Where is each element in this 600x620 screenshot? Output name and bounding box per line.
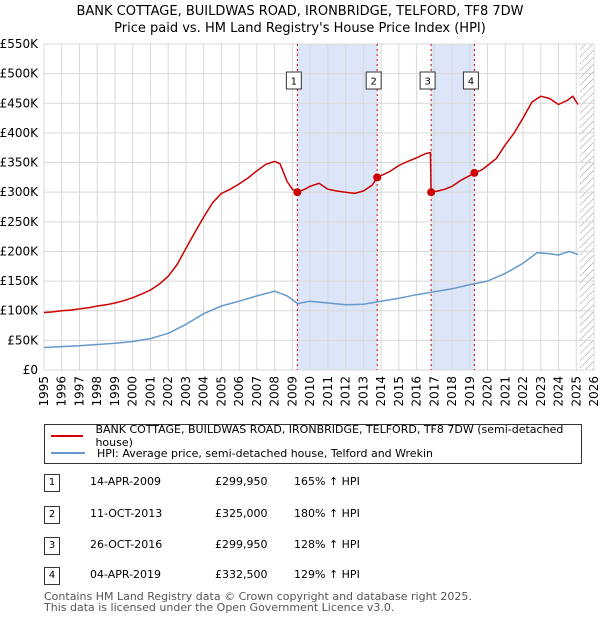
sale-point — [427, 188, 436, 197]
legend-swatch-hpi — [51, 452, 85, 454]
transaction-badge: 2 — [44, 506, 60, 524]
x-tick-label: 2007 — [250, 376, 264, 407]
x-tick-label: 2010 — [303, 376, 317, 407]
y-tick-label: £300K — [0, 185, 39, 199]
transaction-date: 04-APR-2019 — [90, 568, 162, 581]
y-tick-label: £200K — [0, 244, 39, 258]
x-tick-label: 2008 — [268, 376, 282, 407]
x-tick-label: 2018 — [445, 376, 459, 407]
x-tick-label: 2016 — [410, 376, 424, 407]
shaded-range — [431, 44, 475, 370]
marker-badge — [462, 71, 479, 90]
footer-line-licence: This data is licensed under the Open Gov… — [44, 601, 395, 614]
x-tick-label: 2017 — [427, 376, 441, 407]
y-tick-label: £250K — [0, 215, 39, 229]
y-tick-label: £50K — [7, 333, 39, 347]
y-tick-label: £400K — [0, 126, 39, 140]
sale-point — [373, 173, 382, 182]
marker-badge-label: 3 — [424, 77, 430, 88]
transaction-badge: 3 — [44, 537, 60, 555]
y-tick-label: £350K — [0, 156, 39, 170]
x-tick-label: 1998 — [90, 376, 104, 407]
transaction-price: £332,500 — [215, 568, 268, 581]
transaction-price: £299,950 — [215, 475, 268, 488]
y-tick-label: £150K — [0, 274, 39, 288]
price-chart: £0 £50K £100K £150K £200K £250K £300K £350K £400… — [0, 37, 600, 407]
chart-legend: BANK COTTAGE, BUILDWAS ROAD, IRONBRIDGE,… — [44, 423, 582, 464]
transaction-date: 11-OCT-2013 — [90, 507, 163, 520]
y-tick-label: £450K — [0, 96, 39, 110]
marker-badge — [419, 71, 436, 90]
y-tick-label: £100K — [0, 304, 39, 318]
series-line-property — [43, 95, 579, 314]
marker-badge-label: 1 — [291, 77, 297, 88]
x-tick-label: 1999 — [108, 376, 122, 407]
x-tick-label: 2006 — [232, 376, 246, 407]
chart-subtitle: Price paid vs. HM Land Registry's House … — [114, 21, 486, 36]
x-tick-label: 2025 — [569, 376, 583, 407]
forecast-hatch — [579, 44, 594, 370]
transaction-hpi: 128% ↑ HPI — [294, 538, 360, 551]
marker-badge — [365, 71, 382, 90]
y-tick-label: £550K — [0, 37, 39, 51]
sale-point — [470, 168, 479, 177]
marker-badge-label: 4 — [468, 77, 474, 88]
transaction-price: £299,950 — [215, 538, 268, 551]
x-tick-label: 2005 — [214, 376, 228, 407]
transaction-hpi: 180% ↑ HPI — [294, 507, 360, 520]
legend-item-property: BANK COTTAGE, BUILDWAS ROAD, IRONBRIDGE,… — [51, 423, 581, 449]
marker-badge — [285, 71, 302, 90]
x-tick-label: 2004 — [197, 376, 211, 407]
sale-point — [293, 188, 302, 197]
legend-swatch-property — [51, 435, 84, 437]
transaction-hpi: 129% ↑ HPI — [294, 568, 360, 581]
x-tick-label: 1995 — [37, 376, 51, 407]
x-tick-label: 2009 — [285, 376, 299, 407]
x-tick-label: 2019 — [463, 376, 477, 407]
footer-attribution: Contains HM Land Registry data © Crown c… — [44, 591, 472, 613]
legend-label-property: BANK COTTAGE, BUILDWAS ROAD, IRONBRIDGE,… — [95, 423, 564, 449]
x-tick-label: 2022 — [516, 376, 530, 407]
x-tick-label: 2013 — [356, 376, 370, 407]
x-tick-label: 1996 — [55, 376, 69, 407]
marker-badge-label: 2 — [371, 77, 377, 88]
shaded-range — [297, 44, 378, 370]
x-tick-label: 2015 — [392, 376, 406, 407]
legend-label-hpi: HPI: Average price, semi-detached house,… — [97, 446, 433, 460]
transaction-badge: 1 — [44, 474, 60, 492]
y-tick-label: £500K — [0, 67, 39, 81]
x-tick-label: 2011 — [321, 376, 335, 407]
transaction-date: 26-OCT-2016 — [90, 538, 163, 551]
transaction-badge: 4 — [44, 567, 60, 585]
x-tick-label: 2023 — [534, 376, 548, 407]
x-tick-label: 2024 — [552, 376, 566, 407]
x-tick-label: 1997 — [72, 376, 86, 407]
x-tick-label: 2001 — [143, 376, 157, 407]
x-tick-label: 2026 — [587, 376, 600, 407]
transaction-date: 14-APR-2009 — [90, 475, 162, 488]
series-line-hpi — [43, 250, 579, 349]
x-tick-label: 2014 — [374, 376, 388, 407]
x-tick-label: 2012 — [339, 376, 353, 407]
y-tick-label: £0 — [23, 363, 38, 377]
transaction-price: £325,000 — [215, 507, 268, 520]
x-tick-label: 2002 — [161, 376, 175, 407]
legend-item-hpi: HPI: Average price, semi-detached house,… — [51, 445, 433, 461]
x-tick-label: 2003 — [179, 376, 193, 407]
transaction-hpi: 165% ↑ HPI — [294, 475, 360, 488]
x-tick-label: 2020 — [481, 376, 495, 407]
x-tick-label: 2021 — [498, 376, 512, 407]
chart-title: BANK COTTAGE, BUILDWAS ROAD, IRONBRIDGE,… — [76, 4, 524, 19]
footer-line-copyright: Contains HM Land Registry data © Crown c… — [44, 590, 472, 603]
x-tick-label: 2000 — [126, 376, 140, 407]
